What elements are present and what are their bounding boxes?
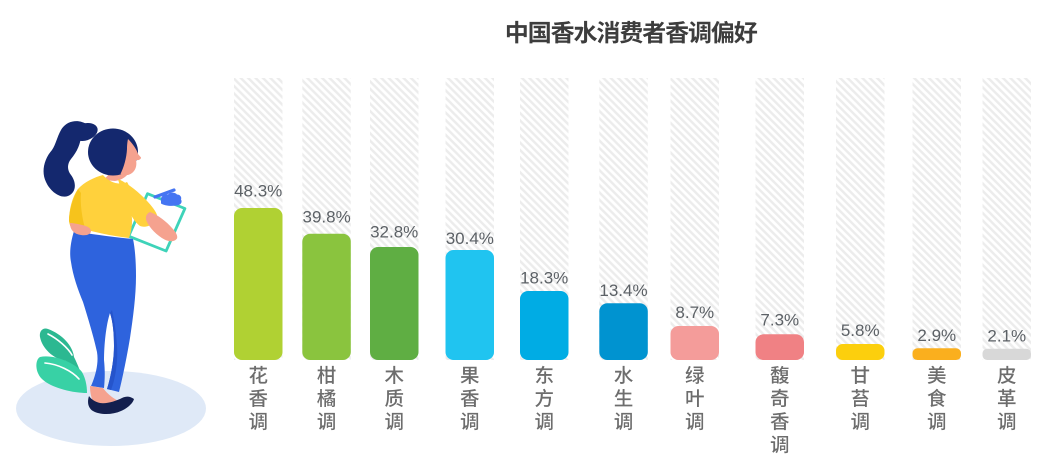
svg-text:18.3%: 18.3%: [520, 269, 568, 288]
svg-text:13.4%: 13.4%: [599, 281, 647, 300]
svg-text:30.4%: 30.4%: [446, 229, 494, 248]
svg-text:8.7%: 8.7%: [675, 303, 714, 322]
svg-text:32.8%: 32.8%: [370, 223, 418, 242]
svg-text:48.3%: 48.3%: [234, 181, 282, 200]
svg-text:2.1%: 2.1%: [987, 326, 1026, 345]
svg-text:39.8%: 39.8%: [302, 207, 350, 226]
svg-text:5.8%: 5.8%: [841, 321, 880, 340]
svg-text:7.3%: 7.3%: [760, 311, 799, 330]
svg-text:2.9%: 2.9%: [917, 326, 956, 345]
